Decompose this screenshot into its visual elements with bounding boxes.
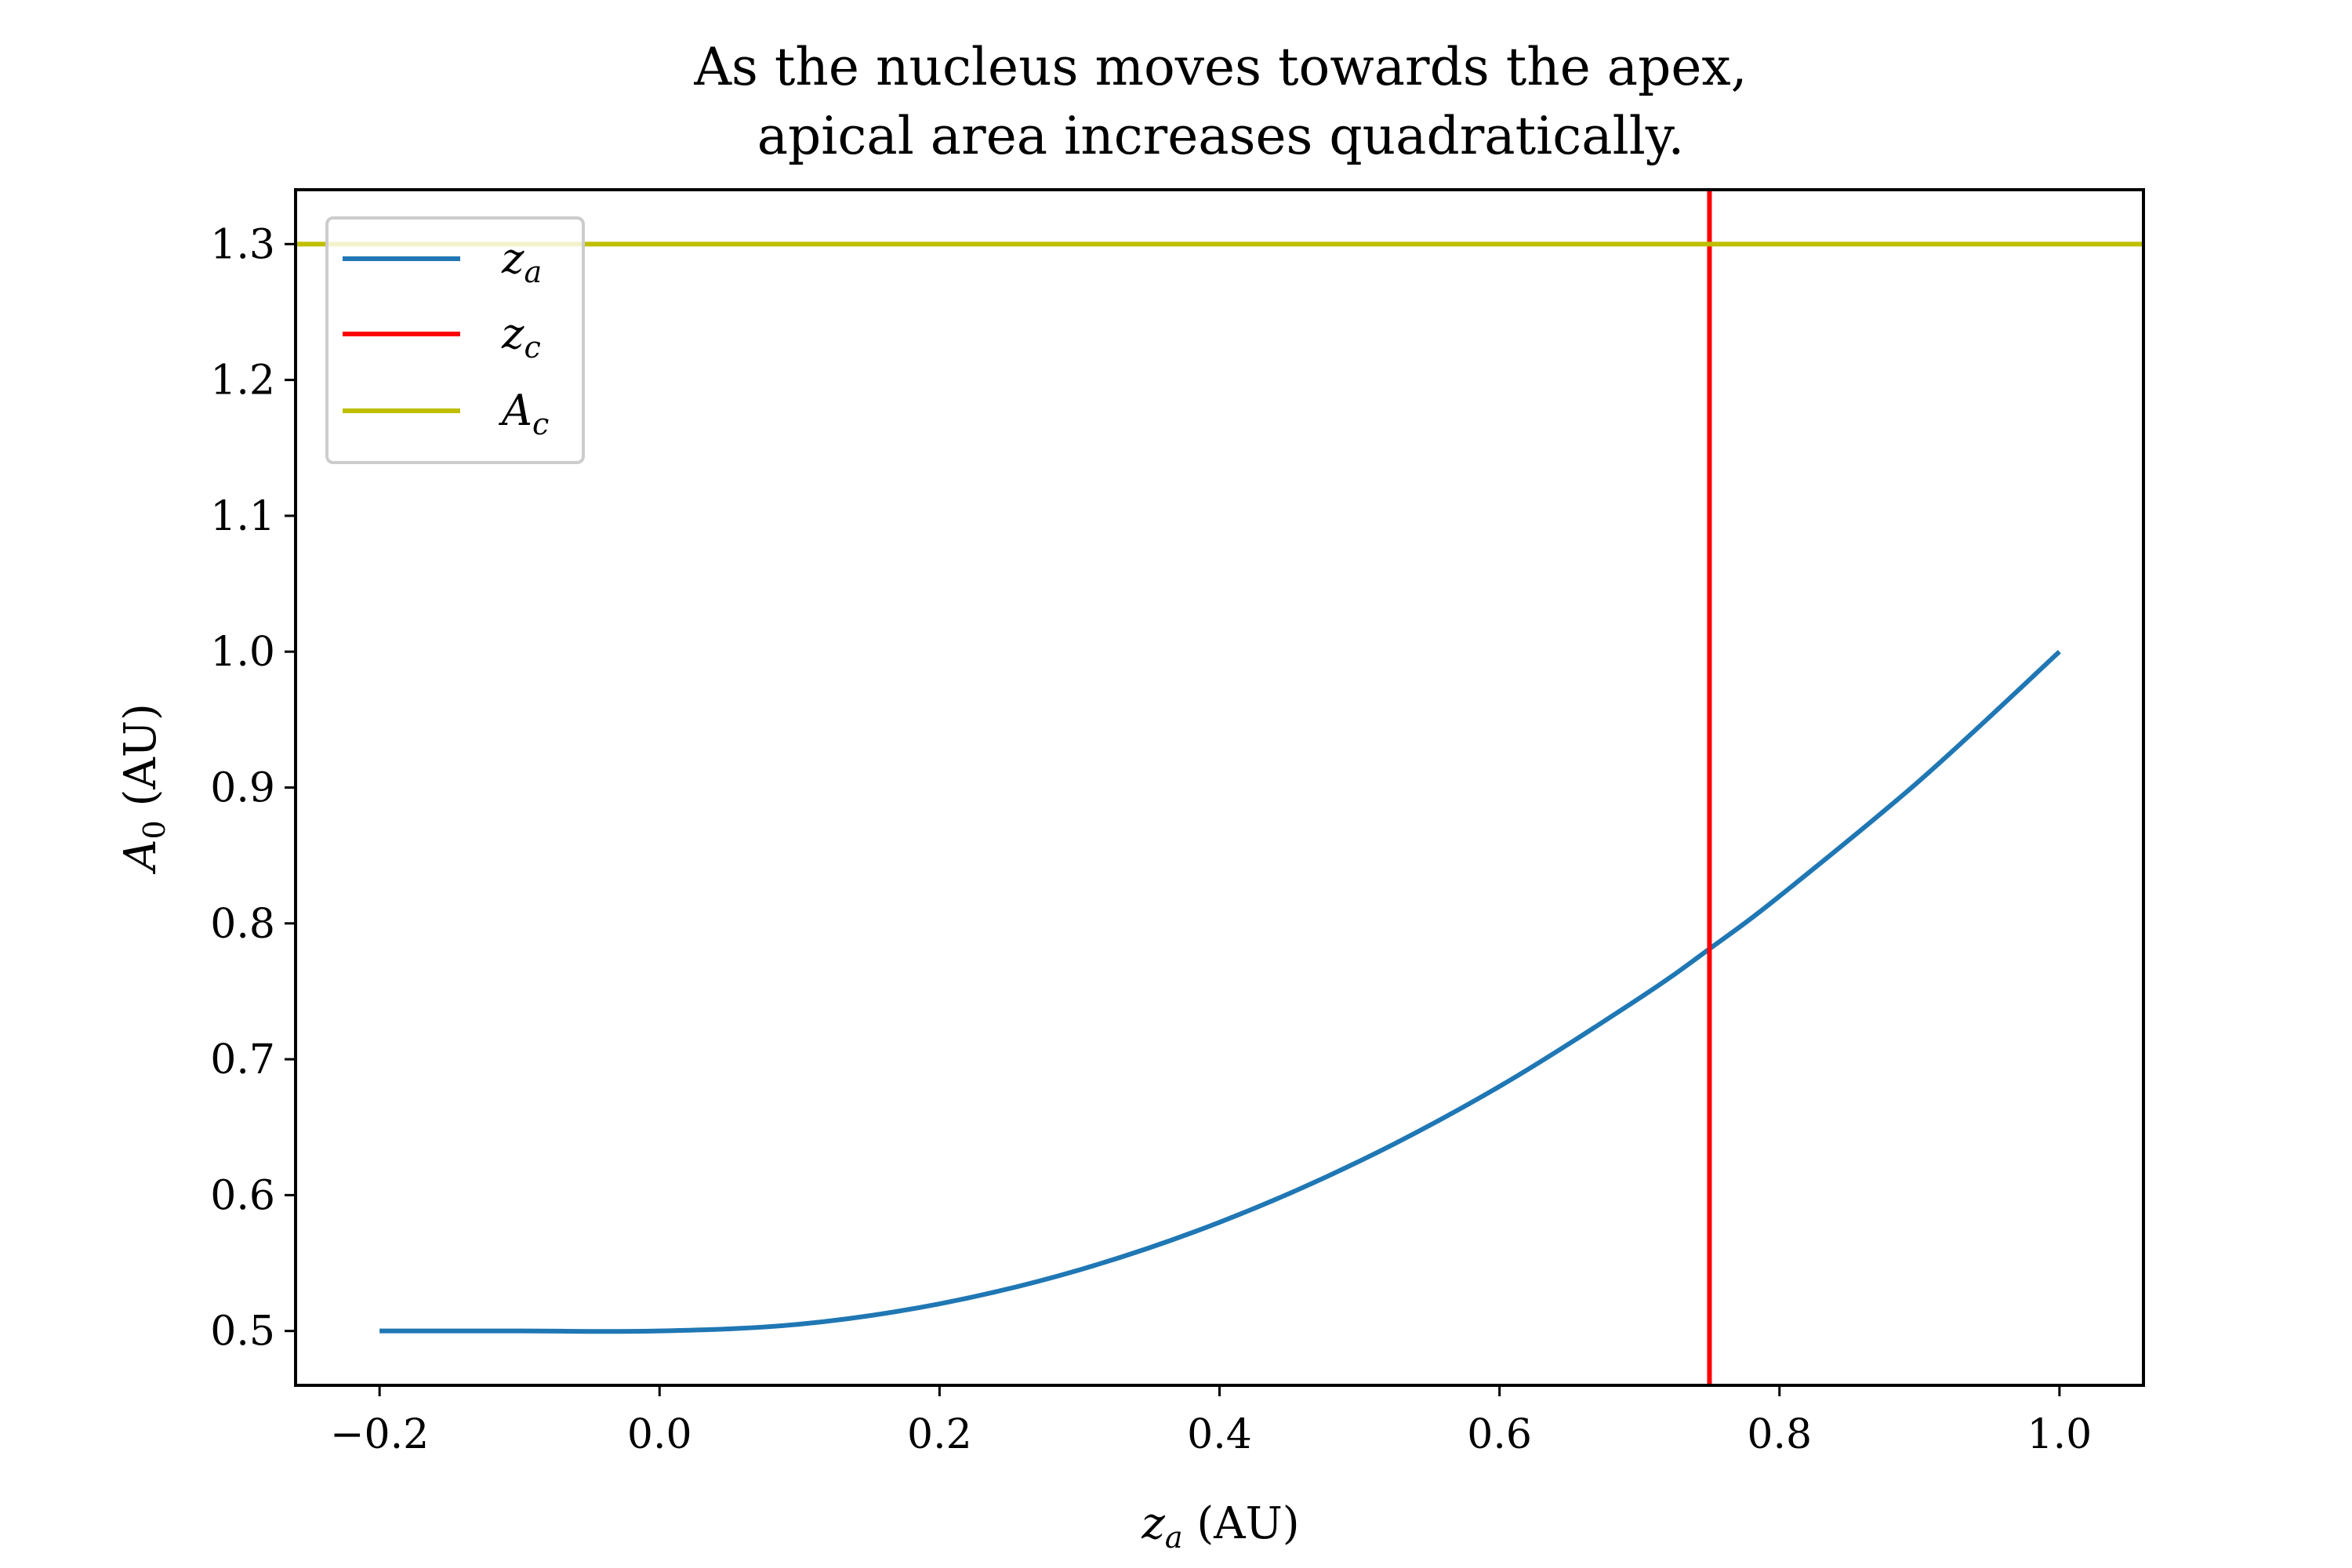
legend-label-Ac: Ac (498, 386, 549, 441)
title-line-1: As the nucleus moves towards the apex, (693, 37, 1747, 97)
y-axis-label-main: A (115, 839, 166, 874)
legend-label-zc: zc (501, 309, 541, 365)
y-tick-label: 0.5 (210, 1308, 275, 1356)
y-axis-label-unit: (AU) (115, 703, 166, 820)
x-axis-label-main: z (1141, 1498, 1165, 1549)
legend-box (325, 216, 585, 464)
y-tick-label: 0.6 (210, 1172, 275, 1219)
y-tick-label: 1.0 (210, 629, 275, 676)
x-tick-label: 0.6 (1467, 1411, 1532, 1458)
x-tick-label: 0.2 (907, 1411, 972, 1458)
series-z-a-line (379, 649, 2061, 1334)
x-tick-label: 0.0 (627, 1411, 692, 1458)
legend-label-za: za (501, 234, 542, 289)
x-axis-label: za (AU) (1141, 1498, 1299, 1555)
y-axis-label: A0 (AU) (115, 703, 172, 875)
title-line-2: apical area increases quadratically. (757, 106, 1685, 166)
plot-area (296, 190, 2143, 1385)
y-tick-label: 0.9 (210, 765, 275, 812)
y-tick-label: 0.8 (210, 901, 275, 948)
y-tick-label: 1.3 (210, 221, 275, 268)
x-tick-label: 0.8 (1747, 1411, 1812, 1458)
x-tick-label: −0.2 (330, 1411, 429, 1458)
x-axis-label-unit: (AU) (1183, 1498, 1300, 1549)
y-tick-label: 1.1 (210, 493, 275, 540)
chart-title: As the nucleus moves towards the apex, a… (693, 37, 1747, 166)
legend: za zc Ac (325, 216, 585, 464)
x-axis-ticks: −0.2 0.0 0.2 0.4 0.6 0.8 1.0 (330, 1385, 2092, 1458)
x-tick-label: 1.0 (2027, 1411, 2092, 1458)
x-tick-label: 0.4 (1187, 1411, 1252, 1458)
y-tick-label: 1.2 (210, 358, 275, 405)
x-axis-label-sub: a (1165, 1520, 1183, 1555)
y-tick-label: 0.7 (210, 1036, 275, 1083)
y-axis-ticks: 0.5 0.6 0.7 0.8 0.9 1.0 1.1 1.2 1.3 (210, 221, 296, 1356)
y-axis-label-sub: 0 (137, 820, 172, 839)
